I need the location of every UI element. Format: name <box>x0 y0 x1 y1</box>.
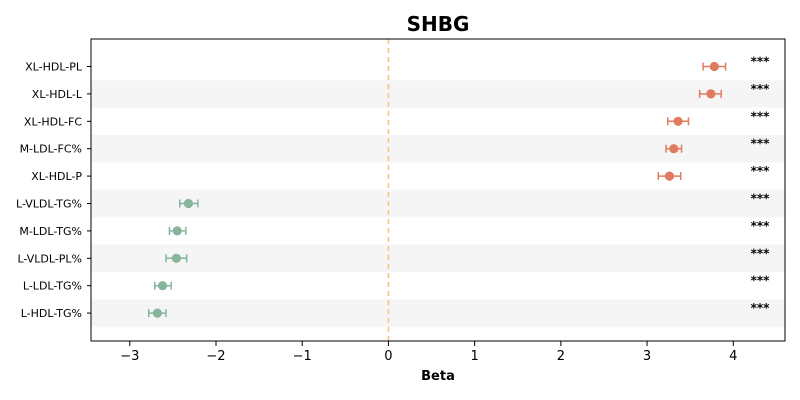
y-tick-label: M-LDL-TG% <box>19 225 82 238</box>
x-tick-label: 0 <box>384 349 392 364</box>
row-band <box>91 80 785 108</box>
x-tick-label: −2 <box>206 349 225 364</box>
beta-point <box>709 61 719 72</box>
significance-label: *** <box>751 274 771 288</box>
significance-label: *** <box>751 137 771 151</box>
y-tick-label: M-LDL-FC% <box>20 143 82 156</box>
data-points <box>152 61 719 318</box>
significance-label: *** <box>751 246 771 260</box>
x-tick-label: 1 <box>470 349 478 364</box>
significance-label: *** <box>751 164 771 178</box>
x-axis-label: Beta <box>421 369 455 384</box>
row-band <box>91 244 785 272</box>
beta-point <box>172 226 182 236</box>
plot-frame <box>90 38 786 342</box>
significance-label: *** <box>751 219 771 233</box>
x-tick-label: −3 <box>120 349 139 364</box>
significance-label: *** <box>751 301 771 315</box>
beta-point <box>171 253 181 263</box>
significance-label: *** <box>751 109 771 123</box>
y-tick-label: L-VLDL-TG% <box>16 198 82 211</box>
beta-point <box>183 198 194 209</box>
y-tick-label: XL-HDL-FC <box>24 115 82 128</box>
beta-point <box>706 89 716 99</box>
significance-label: *** <box>751 55 771 69</box>
beta-point <box>673 116 683 126</box>
significance-labels: *** *** *** *** *** *** *** *** *** *** <box>751 55 771 316</box>
x-tick-label: 4 <box>729 349 737 364</box>
row-band <box>91 189 785 218</box>
beta-point <box>152 308 162 318</box>
significance-label: *** <box>751 192 771 206</box>
beta-point <box>669 144 679 154</box>
row-band <box>91 299 785 327</box>
y-tick-label: XL-HDL-PL <box>25 61 83 74</box>
y-tick-label: XL-HDL-L <box>32 88 83 101</box>
y-tick-label: XL-HDL-P <box>31 170 82 183</box>
chart-title: SHBG <box>407 12 470 36</box>
beta-point <box>664 171 675 181</box>
x-axis: −3 −2 −1 0 1 2 3 4 <box>120 341 737 364</box>
significance-label: *** <box>751 82 771 96</box>
y-tick-label: L-HDL-TG% <box>21 307 82 320</box>
x-tick-label: 3 <box>643 349 651 364</box>
x-tick-label: 2 <box>557 349 565 364</box>
y-axis-labels: XL-HDL-PL XL-HDL-L XL-HDL-FC M-LDL-FC% XL-HD… <box>16 61 91 320</box>
beta-point <box>157 281 168 291</box>
y-tick-label: L-VLDL-PL% <box>17 252 82 265</box>
x-tick-label: −1 <box>293 349 312 364</box>
y-tick-label: L-LDL-TG% <box>23 280 82 293</box>
